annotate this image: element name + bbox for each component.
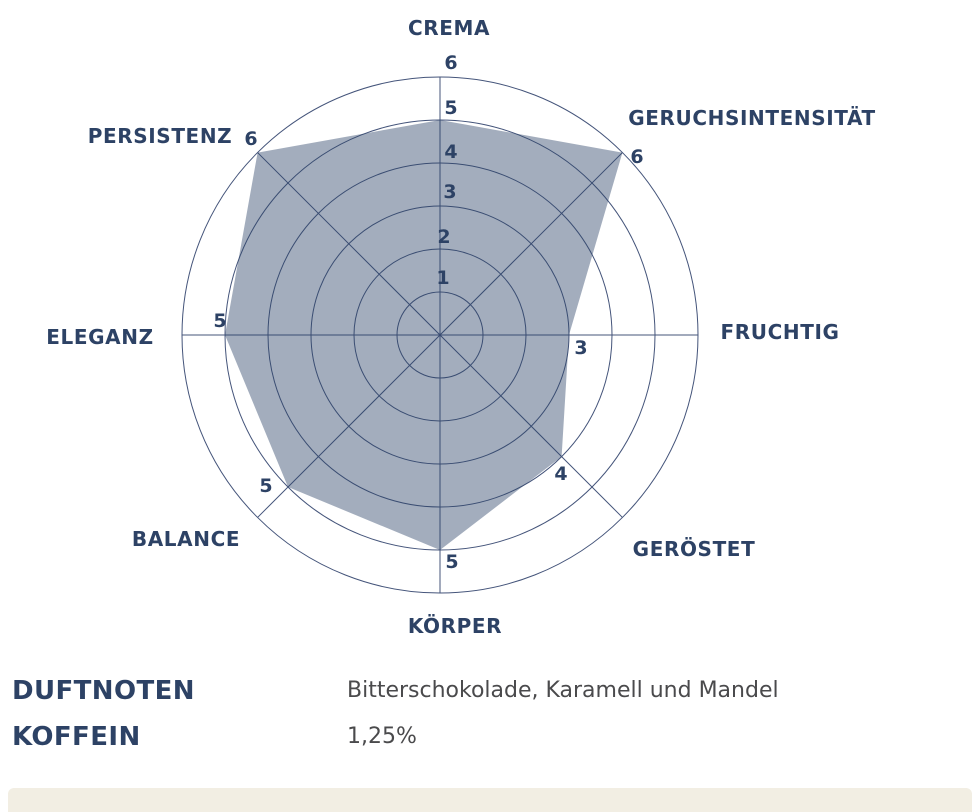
axis-label-koerper: KÖRPER (407, 614, 503, 638)
scale-tick-6: 6 (444, 52, 458, 74)
radar-axis-spoke (257, 334, 441, 518)
koffein-label: KOFFEIN (12, 722, 141, 752)
axis-label-geruchsintensitaet: GERUCHSINTENSITÄT (628, 106, 876, 130)
radar-data-polygon (225, 120, 623, 550)
radar-chart-canvas (181, 76, 699, 594)
radar-axis-spoke (257, 152, 441, 336)
value-label-balance: 5 (259, 475, 273, 497)
value-label-geroestet: 4 (554, 463, 568, 485)
radar-axis-spoke (439, 334, 623, 518)
value-label-geruchsintensitaet: 6 (630, 146, 644, 168)
value-label-koerper: 5 (445, 551, 459, 573)
duftnoten-value: Bitterschokolade, Karamell und Mandel (347, 678, 779, 703)
bottom-panel (8, 788, 972, 812)
axis-label-persistenz: PERSISTENZ (87, 124, 233, 148)
axis-label-geroestet: GERÖSTET (632, 537, 756, 561)
scale-tick-5: 5 (444, 97, 458, 119)
value-label-fruchtig: 3 (574, 337, 588, 359)
axis-label-balance: BALANCE (131, 527, 241, 551)
value-label-eleganz: 5 (213, 310, 227, 332)
coffee-details: DUFTNOTEN Bitterschokolade, Karamell und… (12, 676, 962, 768)
scale-tick-1: 1 (436, 267, 450, 289)
scale-tick-2: 2 (437, 226, 451, 248)
scale-tick-4: 4 (444, 141, 458, 163)
axis-label-eleganz: ELEGANZ (46, 325, 154, 349)
koffein-row: KOFFEIN 1,25% (12, 722, 962, 752)
value-label-persistenz: 6 (244, 128, 258, 150)
scale-tick-3: 3 (443, 181, 457, 203)
radar-axis-spoke (439, 152, 623, 336)
radar-chart: CREMA GERUCHSINTENSITÄT FRUCHTIG GERÖSTE… (46, 16, 876, 638)
duftnoten-label: DUFTNOTEN (12, 676, 195, 706)
duftnoten-row: DUFTNOTEN Bitterschokolade, Karamell und… (12, 676, 962, 706)
koffein-value: 1,25% (347, 724, 417, 749)
axis-label-crema: CREMA (407, 16, 491, 40)
axis-label-fruchtig: FRUCHTIG (720, 320, 840, 344)
